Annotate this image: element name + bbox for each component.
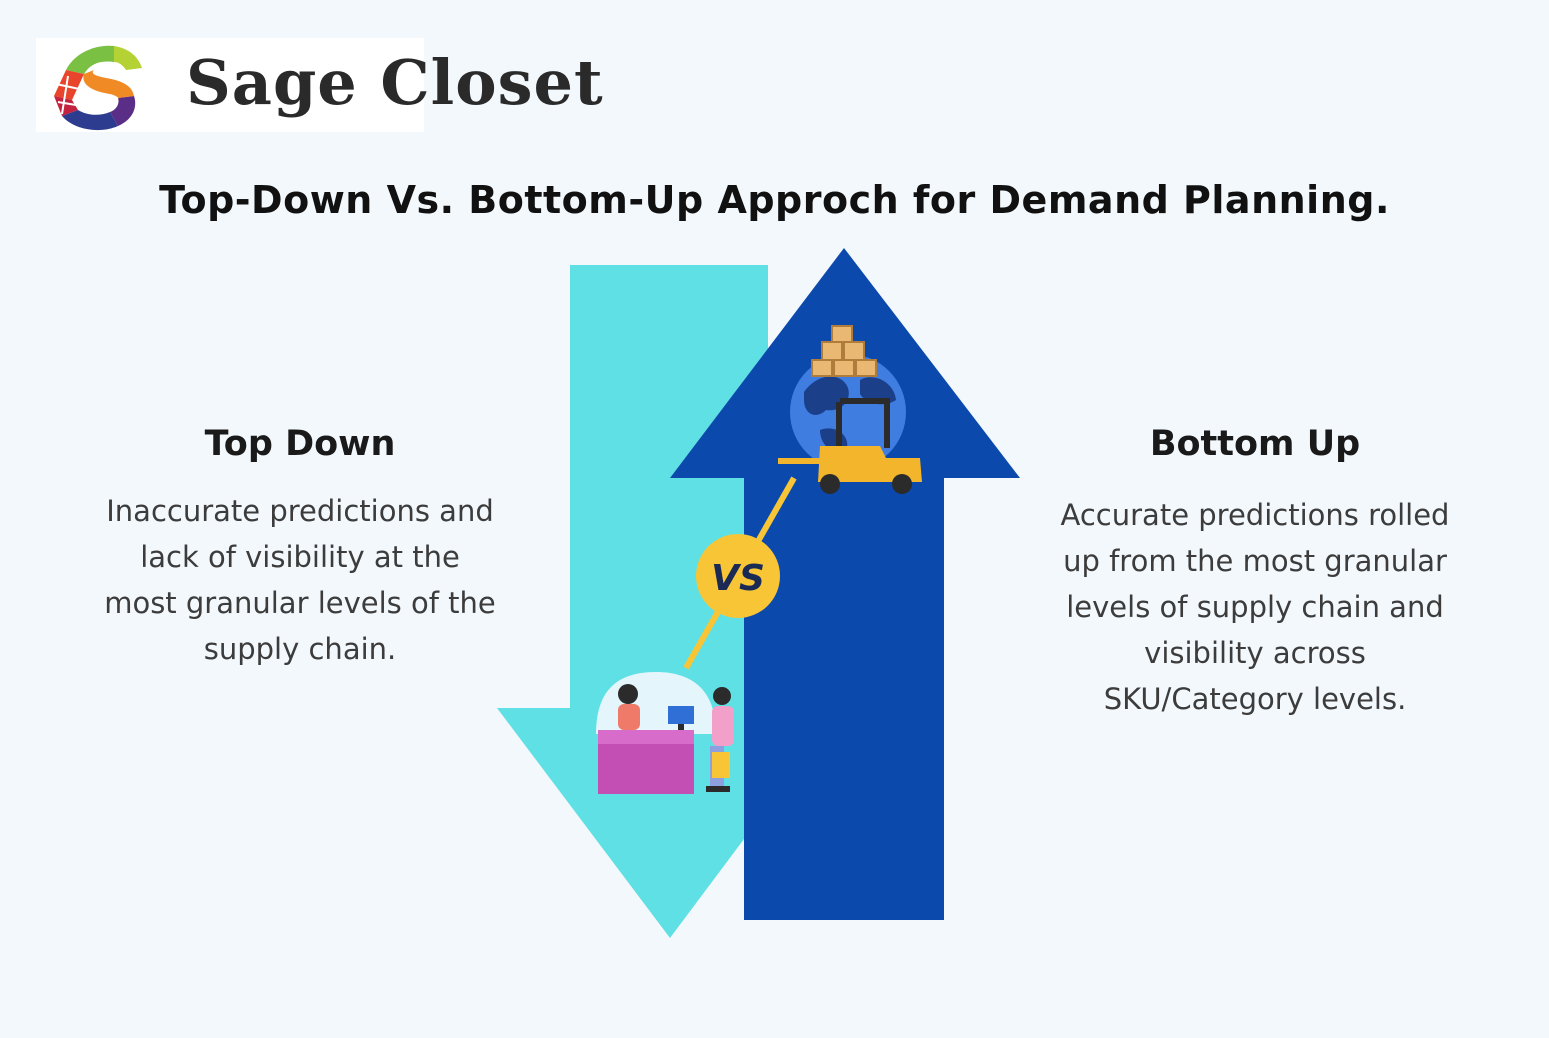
up-arrow <box>670 248 1020 920</box>
bottom-up-heading: Bottom Up <box>1149 424 1361 464</box>
logo-brand-letter: S <box>186 46 232 119</box>
logo: Sage Closet <box>36 38 603 132</box>
page-title: Top-Down Vs. Bottom-Up Approch for Deman… <box>159 178 1390 222</box>
top-down-heading: Top Down <box>204 424 396 464</box>
globe-forklift-icon <box>778 325 922 494</box>
vs-label: VS <box>711 558 765 599</box>
bottom-up-description: Accurate predictions rolled up from the … <box>1060 498 1450 716</box>
logo-mark-icon <box>54 45 142 131</box>
top-down-description: Inaccurate predictions and lack of visib… <box>104 494 496 666</box>
shop-counter-icon <box>596 672 734 794</box>
logo-brand-rest: age Closet <box>231 46 604 119</box>
vs-badge: VS <box>696 534 780 618</box>
logo-text: Sage Closet <box>186 46 604 119</box>
